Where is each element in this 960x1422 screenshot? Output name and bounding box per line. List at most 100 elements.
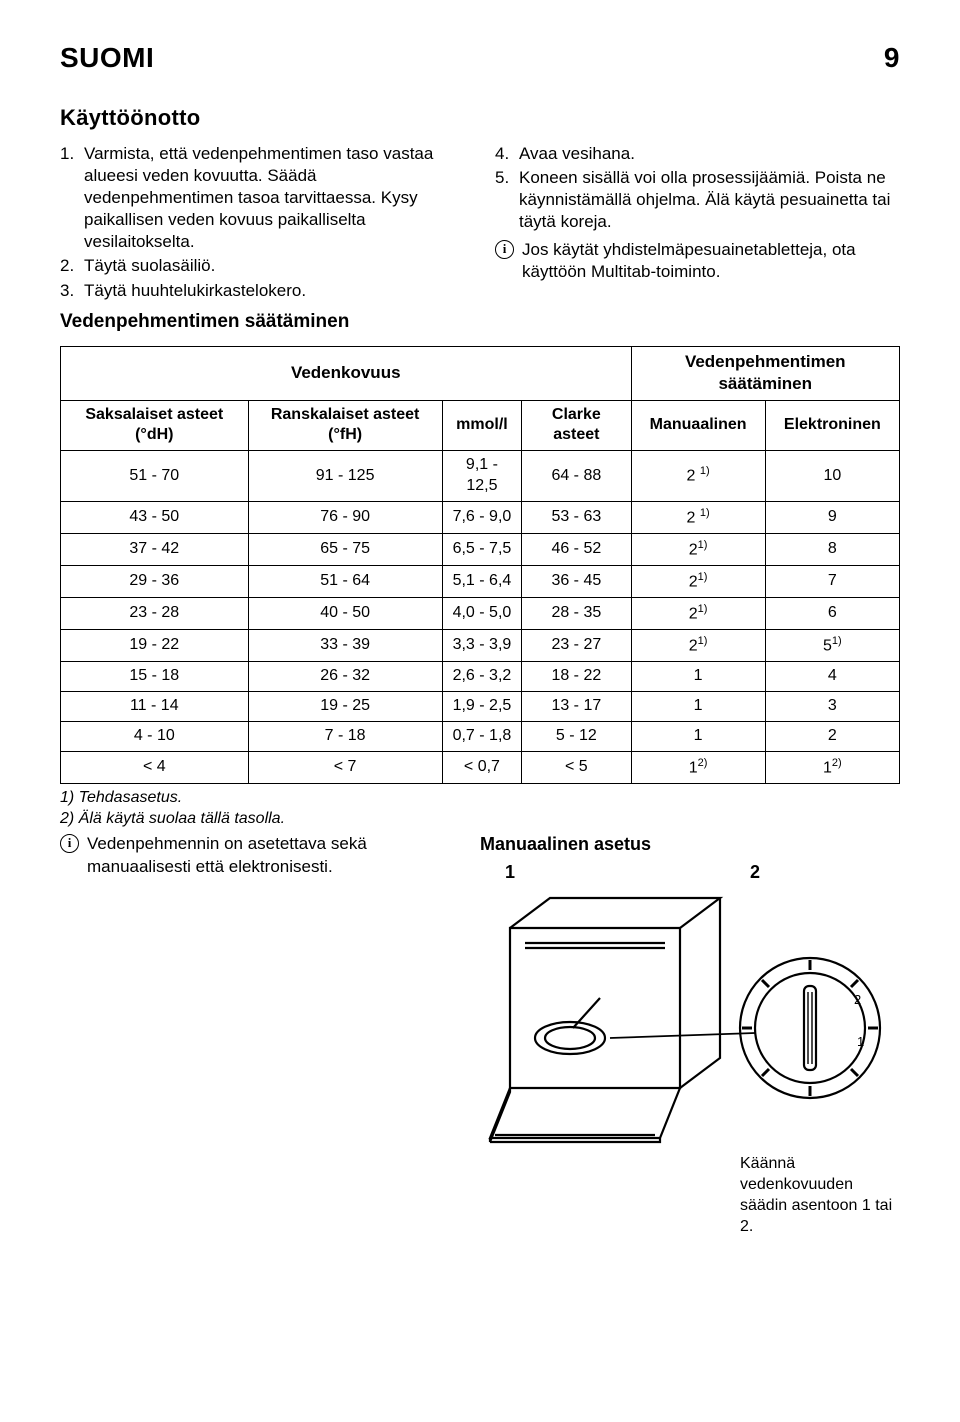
info-text: Jos käytät yhdistelmäpesuainetabletteja,… (522, 239, 900, 283)
intro-columns: 1.Varmista, että vedenpehmentimen taso v… (60, 143, 900, 340)
table-cell: 4 - 10 (61, 721, 249, 751)
table-cell: 51 - 64 (248, 565, 442, 597)
manual-n2: 2 (750, 861, 760, 884)
table-cell: 1,9 - 2,5 (442, 692, 522, 722)
bottom-info-text: Vedenpehmennin on asetettava sekä manuaa… (87, 833, 450, 1237)
table-cell: 40 - 50 (248, 598, 442, 630)
dishwasher-diagram: 2 1 (480, 888, 900, 1148)
table-cell: 5,1 - 6,4 (442, 565, 522, 597)
info-block: i Jos käytät yhdistelmäpesuainetablettej… (495, 239, 900, 283)
table-cell: 12) (765, 751, 899, 783)
th-setting: Vedenpehmentimen säätäminen (631, 347, 900, 400)
right-column: 4.Avaa vesihana.5.Koneen sisällä voi oll… (495, 143, 900, 340)
table-cell: 21) (631, 630, 765, 662)
svg-text:1: 1 (857, 1034, 864, 1049)
table-cell: 51) (765, 630, 899, 662)
manual-setting-block: Manuaalinen asetus 1 2 (480, 833, 900, 1237)
table-cell: 0,7 - 1,8 (442, 721, 522, 751)
item-number: 3. (60, 280, 84, 302)
bottom-row: i Vedenpehmennin on asetettava sekä manu… (60, 833, 900, 1237)
list-item: 1.Varmista, että vedenpehmentimen taso v… (60, 143, 465, 253)
table-cell: 1 (631, 692, 765, 722)
table-cell: 28 - 35 (522, 598, 631, 630)
footnote-1: 1) Tehdasasetus. (60, 788, 900, 809)
table-cell: 91 - 125 (248, 451, 442, 502)
manual-title: Manuaalinen asetus (480, 833, 900, 856)
table-cell: 21) (631, 565, 765, 597)
diagram-area: 2 1 (480, 888, 900, 1148)
table-row: 43 - 5076 - 907,6 - 9,053 - 632 1)9 (61, 501, 900, 533)
table-cell: 37 - 42 (61, 533, 249, 565)
table-cell: 2 1) (631, 501, 765, 533)
table-cell: 13 - 17 (522, 692, 631, 722)
table-cell: 6,5 - 7,5 (442, 533, 522, 565)
table-cell: 64 - 88 (522, 451, 631, 502)
item-text: Avaa vesihana. (519, 143, 900, 165)
table-row: 29 - 3651 - 645,1 - 6,436 - 4521)7 (61, 565, 900, 597)
table-cell: 3,3 - 3,9 (442, 630, 522, 662)
table-cell: 43 - 50 (61, 501, 249, 533)
manual-n1: 1 (480, 861, 540, 884)
water-hardness-table: Vedenkovuus Vedenpehmentimen säätäminen … (60, 346, 900, 784)
table-cell: < 0,7 (442, 751, 522, 783)
table-cell: 1 (631, 662, 765, 692)
table-cell: 3 (765, 692, 899, 722)
item-number: 2. (60, 255, 84, 277)
table-cell: 2 1) (631, 451, 765, 502)
column-header: Clarke asteet (522, 400, 631, 451)
list-item: 4.Avaa vesihana. (495, 143, 900, 165)
list-item: 3.Täytä huuhtelukirkastelokero. (60, 280, 465, 302)
table-cell: 21) (631, 598, 765, 630)
table-cell: 36 - 45 (522, 565, 631, 597)
table-cell: 46 - 52 (522, 533, 631, 565)
page-header: SUOMI 9 (60, 40, 900, 76)
svg-text:2: 2 (854, 992, 861, 1007)
table-cell: 1 (631, 721, 765, 751)
info-icon: i (495, 240, 514, 259)
table-cell: < 7 (248, 751, 442, 783)
table-cell: 12) (631, 751, 765, 783)
table-cell: 8 (765, 533, 899, 565)
list-item: 5.Koneen sisällä voi olla prosessijäämiä… (495, 167, 900, 233)
item-text: Koneen sisällä voi olla prosessijäämiä. … (519, 167, 900, 233)
manual-step-numbers: 1 2 (480, 861, 900, 884)
list-item: 2.Täytä suolasäiliö. (60, 255, 465, 277)
column-header: Manuaalinen (631, 400, 765, 451)
left-ordered-list: 1.Varmista, että vedenpehmentimen taso v… (60, 143, 465, 302)
item-text: Täytä suolasäiliö. (84, 255, 465, 277)
left-column: 1.Varmista, että vedenpehmentimen taso v… (60, 143, 465, 340)
table-row: 51 - 7091 - 1259,1 - 12,564 - 882 1)10 (61, 451, 900, 502)
column-header: Elektroninen (765, 400, 899, 451)
table-cell: 2 (765, 721, 899, 751)
table-cell: 11 - 14 (61, 692, 249, 722)
th-hardness: Vedenkovuus (61, 347, 632, 400)
column-header: Ranskalaiset asteet (°fH) (248, 400, 442, 451)
table-cell: 7 (765, 565, 899, 597)
section-title: Käyttöönotto (60, 104, 900, 133)
table-cell: 4,0 - 5,0 (442, 598, 522, 630)
item-number: 5. (495, 167, 519, 233)
table-cell: 21) (631, 533, 765, 565)
table-cell: 76 - 90 (248, 501, 442, 533)
table-row: 11 - 1419 - 251,9 - 2,513 - 1713 (61, 692, 900, 722)
table-cell: 19 - 22 (61, 630, 249, 662)
table-cell: 29 - 36 (61, 565, 249, 597)
table-cell: 7 - 18 (248, 721, 442, 751)
table-cell: 18 - 22 (522, 662, 631, 692)
table-row: < 4< 7< 0,7< 512)12) (61, 751, 900, 783)
table-row: 23 - 2840 - 504,0 - 5,028 - 3521)6 (61, 598, 900, 630)
table-cell: 53 - 63 (522, 501, 631, 533)
item-number: 4. (495, 143, 519, 165)
table-cell: 9 (765, 501, 899, 533)
table-cell: 2,6 - 3,2 (442, 662, 522, 692)
language-label: SUOMI (60, 40, 154, 76)
bottom-info-block: i Vedenpehmennin on asetettava sekä manu… (60, 833, 450, 1237)
table-cell: 23 - 27 (522, 630, 631, 662)
table-cell: 6 (765, 598, 899, 630)
footnote-2: 2) Älä käytä suolaa tällä tasolla. (60, 809, 900, 830)
diagram-caption: Käännä vedenkovuuden säädin asentoon 1 t… (740, 1154, 900, 1237)
page-number: 9 (884, 40, 900, 76)
table-row: 15 - 1826 - 322,6 - 3,218 - 2214 (61, 662, 900, 692)
item-text: Varmista, että vedenpehmentimen taso vas… (84, 143, 465, 253)
table-cell: 10 (765, 451, 899, 502)
